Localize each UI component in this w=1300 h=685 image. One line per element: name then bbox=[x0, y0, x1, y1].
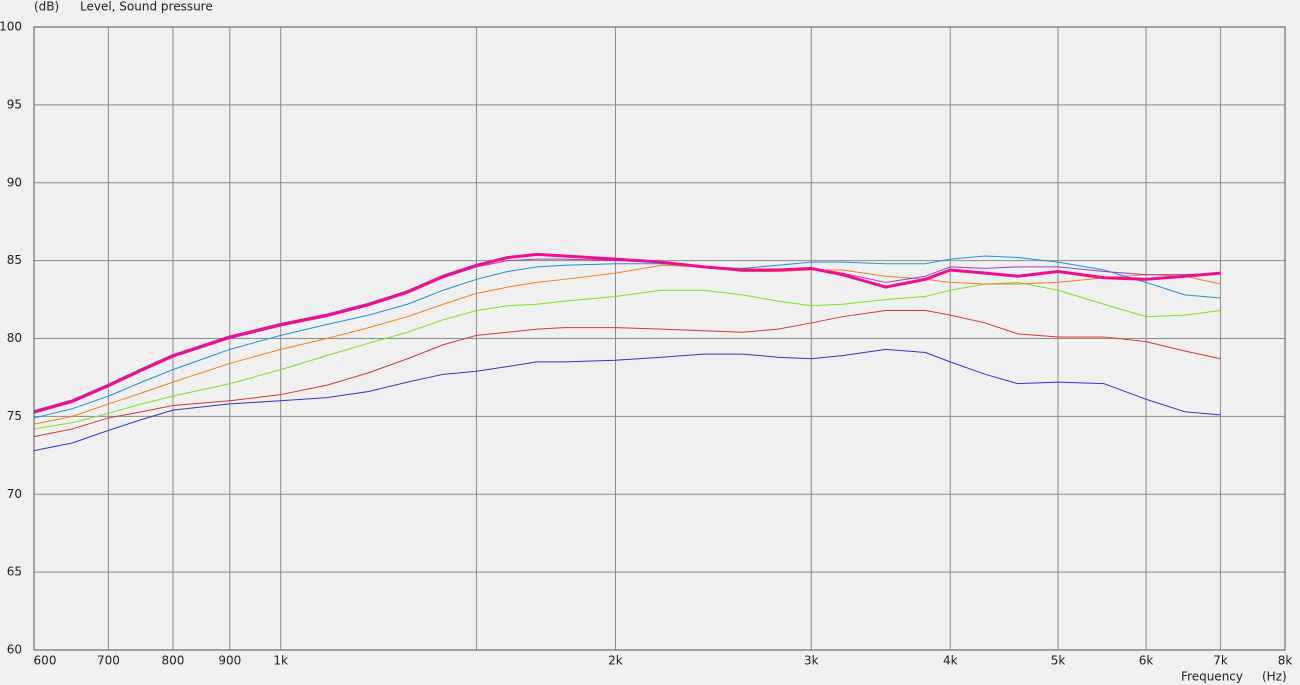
y-axis-title: Level, Sound pressure bbox=[80, 0, 213, 14]
series-line bbox=[33, 252, 1221, 414]
lines bbox=[33, 252, 1221, 452]
y-tick-label: 75 bbox=[7, 409, 22, 423]
series-line bbox=[33, 309, 1221, 438]
x-tick-label: 8k bbox=[1278, 654, 1293, 668]
x-tick-label: 600 bbox=[34, 654, 57, 668]
series-line bbox=[33, 348, 1221, 452]
x-tick-label: 900 bbox=[218, 654, 241, 668]
y-tick-label: 95 bbox=[7, 97, 22, 111]
x-tick-label: 5k bbox=[1051, 654, 1066, 668]
x-tick-label: 7k bbox=[1213, 654, 1228, 668]
x-tick-label: 800 bbox=[161, 654, 184, 668]
series-line bbox=[33, 281, 1221, 430]
y-tick-label: 60 bbox=[7, 643, 22, 657]
plot-border bbox=[33, 26, 1286, 651]
series-line bbox=[33, 255, 1221, 419]
y-tick-label: 70 bbox=[7, 487, 22, 501]
x-tick-label: 6k bbox=[1139, 654, 1154, 668]
series-line bbox=[33, 264, 1221, 425]
y-tick-label: 90 bbox=[7, 175, 22, 189]
labels: 60 65 70 75 80 85 90 95 100 600 700 800 900 1k 2k 3k 4k 5… bbox=[0, 20, 1292, 668]
y-tick-label: 100 bbox=[0, 20, 22, 34]
x-tick-label: 3k bbox=[804, 654, 819, 668]
x-tick-label: 700 bbox=[97, 654, 120, 668]
x-tick-label: 1k bbox=[273, 654, 288, 668]
y-unit: (dB) bbox=[34, 0, 59, 14]
y-tick-label: 65 bbox=[7, 565, 22, 579]
x-tick-label: 2k bbox=[608, 654, 623, 668]
x-unit: (Hz) bbox=[1262, 670, 1287, 684]
x-axis-title: Frequency bbox=[1181, 670, 1243, 684]
x-tick-label: 4k bbox=[943, 654, 958, 668]
y-tick-label: 80 bbox=[7, 331, 22, 345]
y-tick-label: 85 bbox=[7, 253, 22, 267]
